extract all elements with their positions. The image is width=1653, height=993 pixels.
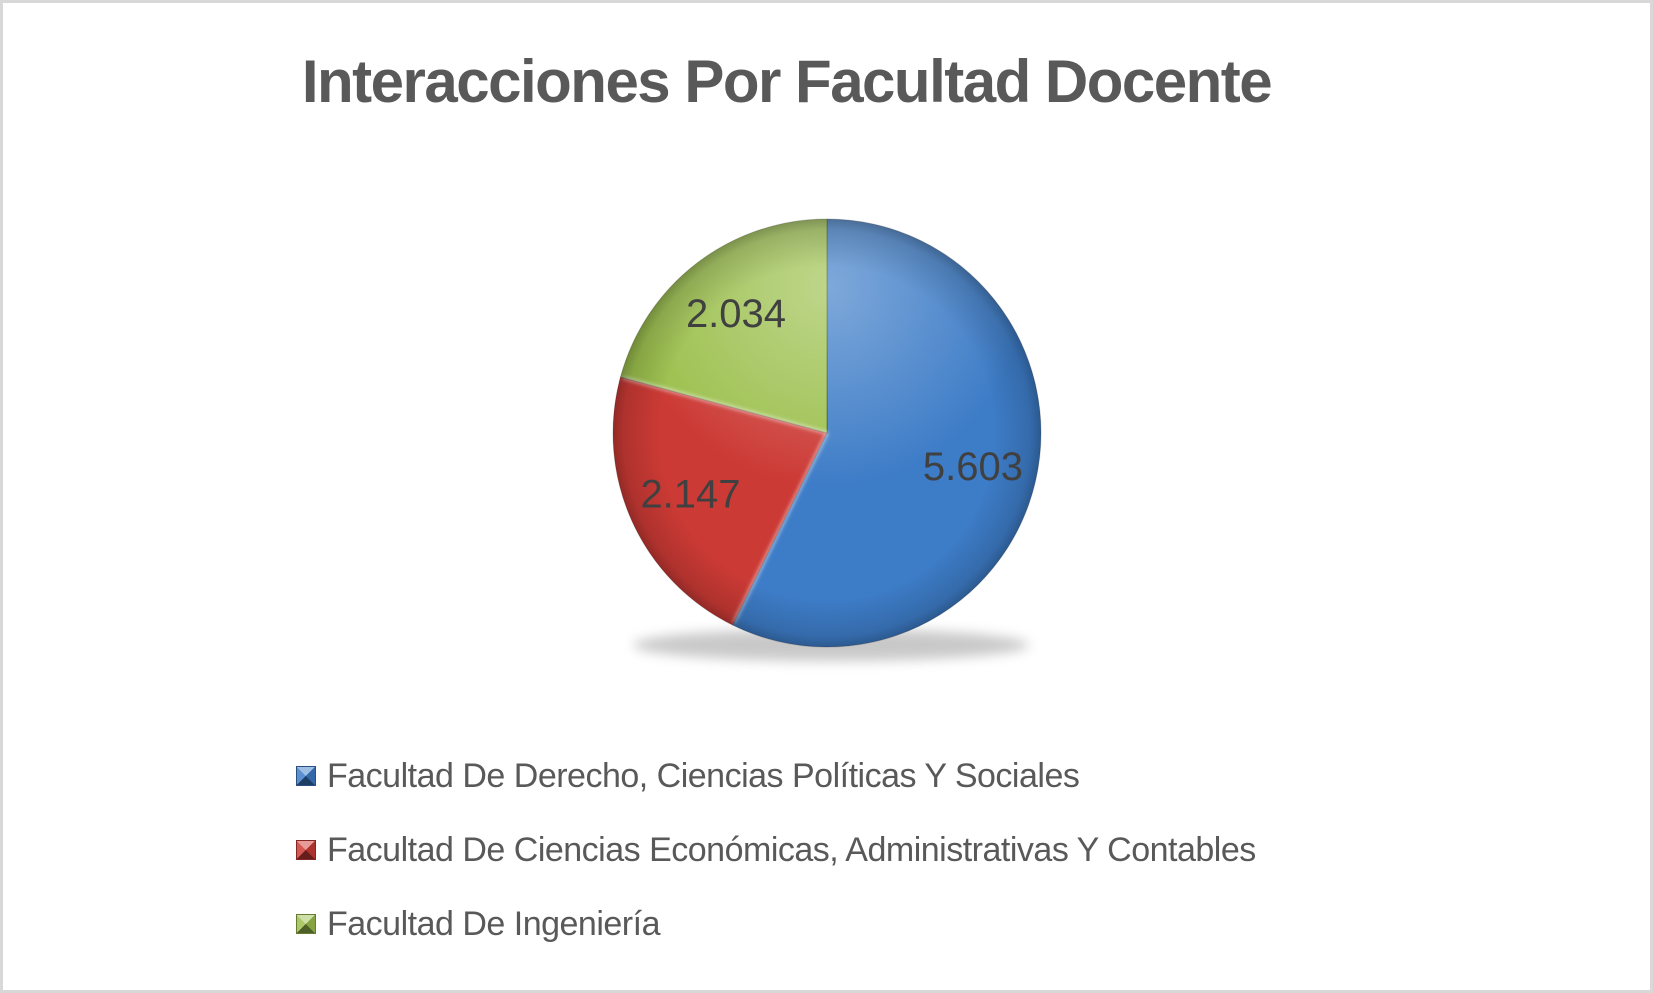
legend-color-swatch-icon (296, 840, 316, 860)
slice-value-label: 5.603 (923, 445, 1023, 489)
legend-item: Facultad De Derecho, Ciencias Políticas … (296, 739, 1256, 813)
legend-label: Facultad De Derecho, Ciencias Políticas … (327, 756, 1080, 795)
pie-value-labels: 5.603 2.147 2.034 (640, 292, 1023, 517)
legend-item: Facultad De Ingeniería (296, 887, 1256, 961)
legend-color-swatch-icon (296, 766, 316, 786)
legend-item: Facultad De Ciencias Económicas, Adminis… (296, 813, 1256, 887)
legend-color-swatch-icon (296, 914, 316, 934)
legend: Facultad De Derecho, Ciencias Políticas … (296, 739, 1256, 961)
slice-value-label: 2.034 (686, 292, 786, 336)
chart-title: Interacciones Por Facultad Docente (301, 48, 1273, 115)
legend-label: Facultad De Ingeniería (327, 904, 660, 943)
legend-label: Facultad De Ciencias Económicas, Adminis… (327, 830, 1256, 869)
slice-value-label: 2.147 (640, 473, 740, 517)
